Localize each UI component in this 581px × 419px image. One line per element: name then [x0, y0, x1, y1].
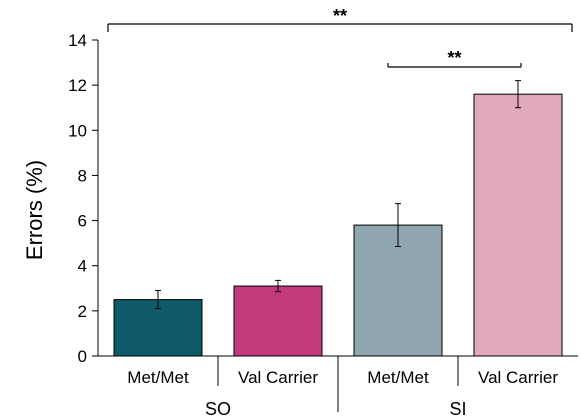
- category-label: Val Carrier: [478, 368, 558, 387]
- y-tick-label: 12: [68, 76, 87, 95]
- category-label: Val Carrier: [238, 368, 318, 387]
- y-tick-label: 4: [78, 257, 87, 276]
- y-tick-label: 0: [78, 347, 87, 366]
- category-label: Met/Met: [367, 368, 429, 387]
- y-tick-label: 6: [78, 212, 87, 231]
- y-tick-label: 14: [68, 31, 87, 50]
- y-axis-title: Errors (%): [22, 160, 47, 260]
- y-tick-label: 8: [78, 166, 87, 185]
- category-label: Met/Met: [127, 368, 189, 387]
- significance-label: **: [333, 6, 347, 26]
- y-tick-label: 10: [68, 121, 87, 140]
- group-label: SO: [205, 399, 231, 419]
- bar: [233, 285, 323, 357]
- bar: [473, 93, 563, 357]
- y-tick-label: 2: [78, 302, 87, 321]
- group-label: SI: [449, 399, 466, 419]
- significance-label: **: [447, 48, 461, 68]
